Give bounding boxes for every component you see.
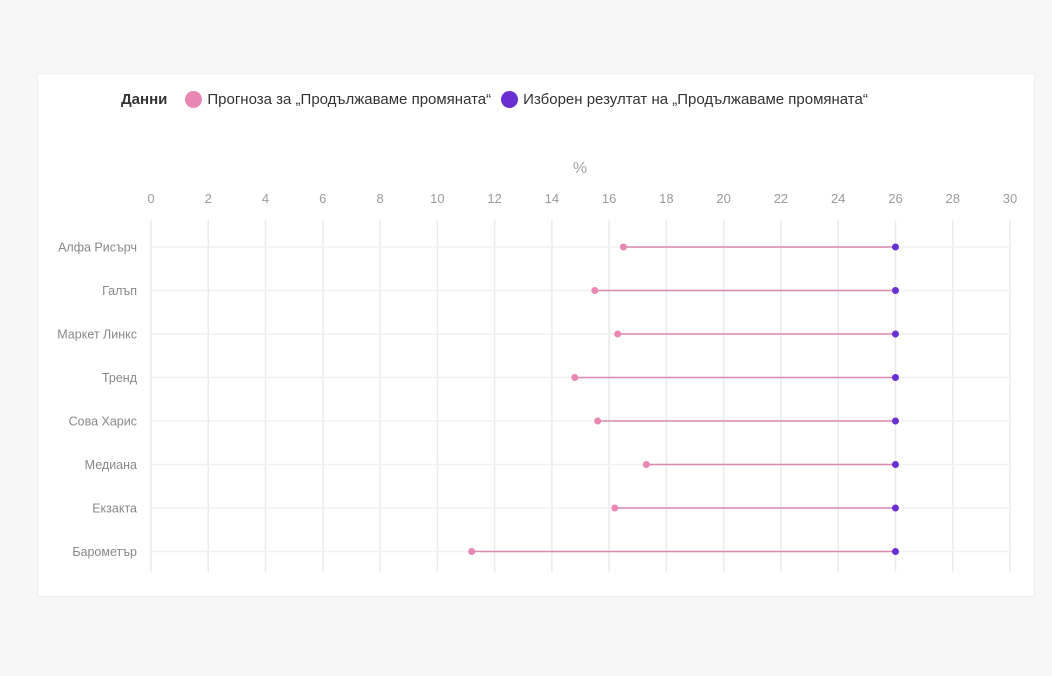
forecast-point-6 <box>611 504 619 512</box>
legend-swatch-forecast <box>185 90 203 108</box>
x-tick-label-24: 24 <box>831 191 845 206</box>
x-tick-label-30: 30 <box>1003 191 1017 206</box>
forecast-point-5 <box>642 461 650 468</box>
category-label-4: Сова Харис <box>69 415 137 429</box>
category-label-1: Галъп <box>102 284 137 298</box>
legend-label-result: Изборен резултат на „Продължаваме промян… <box>523 90 868 108</box>
legend: Данни Прогноза за „Продължаваме промянат… <box>121 88 878 110</box>
forecast-point-4 <box>594 417 602 425</box>
x-axis-title: % <box>573 160 587 177</box>
x-tick-label-28: 28 <box>945 191 959 206</box>
x-tick-label-26: 26 <box>888 191 902 206</box>
x-tick-labels: 0 2 4 6 8 10 12 14 16 18 20 22 24 26 28 30 <box>147 191 1017 206</box>
result-point-0 <box>891 243 899 251</box>
forecast-point-0 <box>619 243 627 251</box>
category-labels: Алфа Рисърч Галъп Маркет Линкс Тренд Сова Ха… <box>57 241 137 560</box>
x-tick-label-12: 12 <box>487 191 501 206</box>
result-point-2 <box>891 330 899 338</box>
result-point-1 <box>891 287 899 294</box>
x-tick-label-18: 18 <box>659 191 673 206</box>
forecast-point-3 <box>571 374 579 381</box>
x-tick-label-20: 20 <box>716 191 730 206</box>
x-tick-label-2: 2 <box>205 191 212 206</box>
category-label-0: Алфа Рисърч <box>58 241 137 255</box>
result-point-3 <box>891 374 899 381</box>
legend-title: Данни <box>121 90 168 108</box>
legend-label-forecast: Прогноза за „Продължаваме промяната“ <box>207 90 492 108</box>
x-tick-label-22: 22 <box>774 191 788 206</box>
legend-swatch-result <box>501 90 519 108</box>
result-point-6 <box>891 504 899 512</box>
category-label-7: Барометър <box>72 545 137 559</box>
result-point-5 <box>891 461 899 468</box>
forecast-point-7 <box>468 548 476 555</box>
x-tick-label-16: 16 <box>602 191 616 206</box>
legend-item-result[interactable]: Изборен резултат на „Продължаваме промян… <box>501 90 868 108</box>
category-label-6: Екзакта <box>92 502 137 516</box>
x-tick-label-4: 4 <box>262 191 269 206</box>
x-tick-label-8: 8 <box>376 191 383 206</box>
result-point-4 <box>891 417 899 425</box>
x-tick-label-0: 0 <box>147 191 154 206</box>
forecast-point-2 <box>614 330 622 338</box>
x-tick-label-14: 14 <box>545 191 559 206</box>
chart-card <box>38 74 1034 596</box>
x-tick-label-6: 6 <box>319 191 326 206</box>
legend-item-forecast[interactable]: Прогноза за „Продължаваме промяната“ <box>185 90 492 108</box>
category-label-3: Тренд <box>102 371 138 385</box>
result-point-7 <box>891 548 899 555</box>
forecast-point-1 <box>591 287 599 294</box>
data-marks <box>468 243 899 555</box>
category-label-5: Медиана <box>85 458 137 472</box>
category-label-2: Маркет Линкс <box>57 328 137 342</box>
grid <box>150 220 1011 572</box>
x-tick-label-10: 10 <box>430 191 444 206</box>
